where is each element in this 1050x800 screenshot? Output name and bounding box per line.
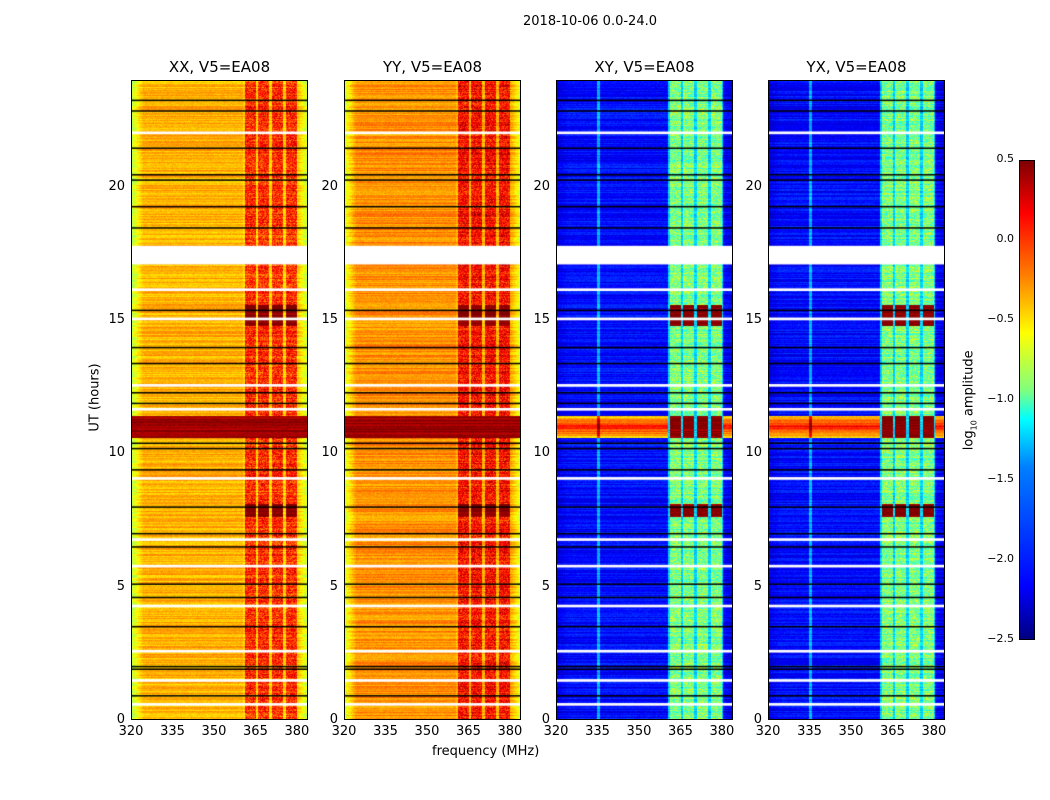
heatmap-panel bbox=[768, 80, 945, 720]
figure-title: 2018-10-06 0.0-24.0 bbox=[523, 14, 657, 29]
colorbar-tick-label: 0.5 bbox=[996, 152, 1015, 165]
y-tick-label: 15 bbox=[108, 312, 125, 327]
heatmap-canvas bbox=[769, 81, 944, 719]
y-tick-label: 10 bbox=[108, 445, 125, 461]
y-tick-label: 10 bbox=[533, 445, 550, 461]
colorbar-tick-label: −0.5 bbox=[987, 312, 1014, 325]
x-tick-label: 335 bbox=[160, 724, 185, 739]
x-tick-label: 350 bbox=[201, 724, 227, 739]
y-tick-label: 0 bbox=[541, 712, 550, 727]
y-tick-label: 20 bbox=[533, 178, 550, 194]
x-tick-label: 350 bbox=[626, 724, 652, 739]
x-tick-label: 365 bbox=[456, 724, 481, 739]
y-tick-label: 5 bbox=[541, 578, 550, 594]
x-tick-label: 350 bbox=[838, 724, 864, 739]
colorbar-tick-label: −1.0 bbox=[987, 392, 1014, 405]
x-tick-label: 320 bbox=[543, 724, 569, 739]
y-tick-label: 15 bbox=[745, 312, 762, 327]
heatmap-panel bbox=[344, 80, 521, 720]
x-tick-label: 335 bbox=[797, 724, 822, 739]
y-tick-label: 15 bbox=[321, 312, 338, 327]
x-tick-label: 365 bbox=[880, 724, 905, 739]
y-tick-label: 5 bbox=[753, 578, 762, 594]
y-tick-label: 5 bbox=[116, 578, 125, 594]
y-tick-label: 15 bbox=[533, 312, 550, 327]
heatmap-canvas bbox=[345, 81, 520, 719]
panel-title: XY, V5=EA08 bbox=[594, 58, 695, 76]
heatmap-canvas bbox=[132, 81, 307, 719]
x-tick-label: 335 bbox=[373, 724, 398, 739]
x-tick-label: 380 bbox=[284, 724, 310, 739]
heatmap-canvas bbox=[557, 81, 732, 719]
y-tick-label: 20 bbox=[745, 178, 762, 194]
x-tick-label: 380 bbox=[709, 724, 735, 739]
y-tick-label: 20 bbox=[321, 178, 338, 194]
panel-title: YY, V5=EA08 bbox=[382, 58, 483, 76]
panel-title: YX, V5=EA08 bbox=[806, 58, 907, 76]
y-tick-label: 0 bbox=[753, 712, 762, 727]
colorbar bbox=[1019, 160, 1035, 640]
y-axis-label: UT (hours) bbox=[87, 363, 103, 432]
colorbar-label: log10 amplitude bbox=[961, 350, 979, 451]
y-tick-label: 20 bbox=[108, 178, 125, 194]
x-tick-label: 365 bbox=[243, 724, 268, 739]
x-tick-label: 320 bbox=[118, 724, 144, 739]
y-tick-label: 0 bbox=[329, 712, 338, 727]
colorbar-tick-label: −1.5 bbox=[987, 472, 1014, 485]
x-tick-label: 380 bbox=[921, 724, 947, 739]
colorbar-tick-label: 0.0 bbox=[996, 232, 1015, 245]
y-tick-label: 10 bbox=[321, 445, 338, 461]
panel-title: XX, V5=EA08 bbox=[168, 58, 271, 76]
x-tick-label: 320 bbox=[331, 724, 357, 739]
x-tick-label: 365 bbox=[668, 724, 693, 739]
y-tick-label: 0 bbox=[116, 712, 125, 727]
colorbar-tick-label: −2.5 bbox=[987, 632, 1014, 645]
heatmap-panel bbox=[556, 80, 733, 720]
x-tick-label: 335 bbox=[585, 724, 610, 739]
x-tick-label: 320 bbox=[755, 724, 781, 739]
heatmap-panel bbox=[131, 80, 308, 720]
x-tick-label: 350 bbox=[414, 724, 440, 739]
colorbar-tick-label: −2.0 bbox=[987, 552, 1014, 565]
y-tick-label: 5 bbox=[329, 578, 338, 594]
y-tick-label: 10 bbox=[745, 445, 762, 461]
x-tick-label: 380 bbox=[497, 724, 523, 739]
x-axis-label: frequency (MHz) bbox=[432, 744, 540, 759]
